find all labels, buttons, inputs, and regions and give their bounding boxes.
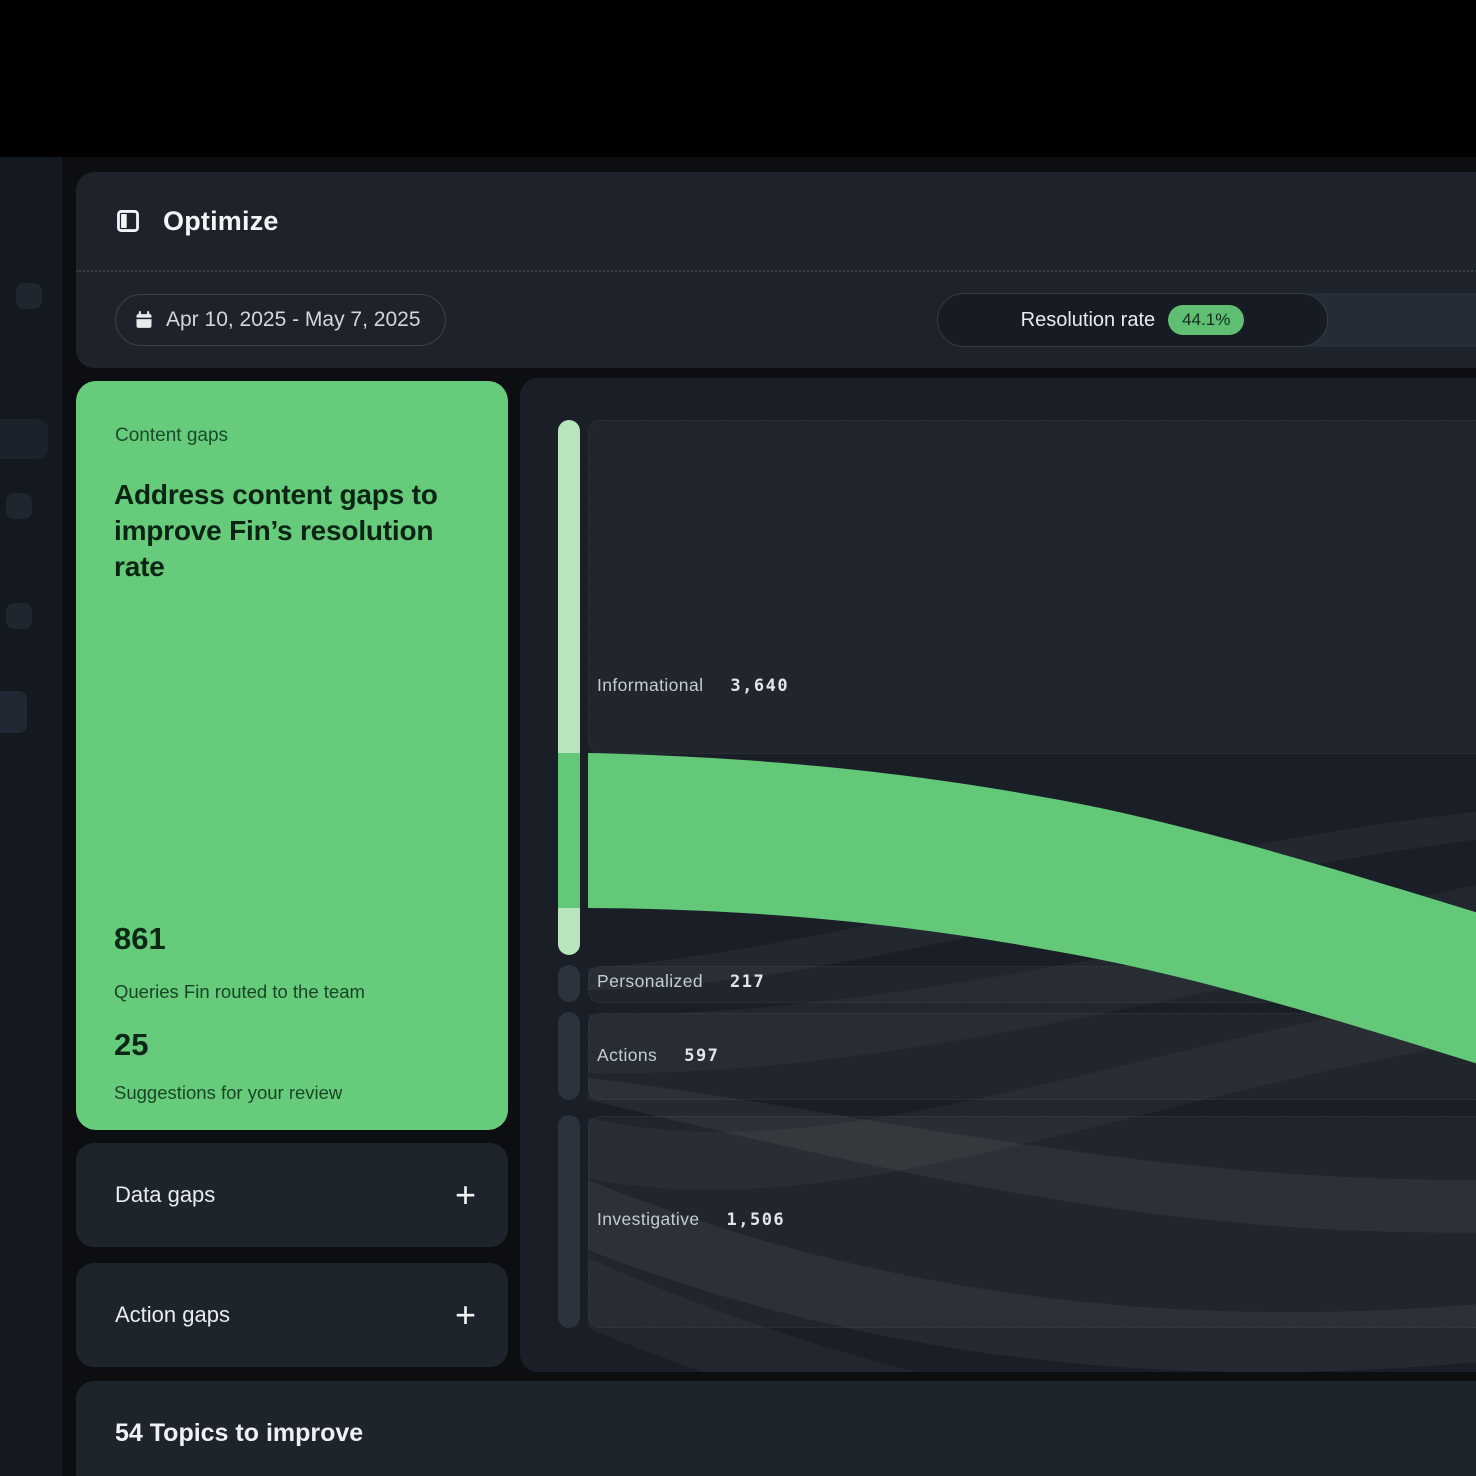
row-investigative[interactable] [588, 1116, 1476, 1328]
content-gaps-eyebrow: Content gaps [115, 425, 229, 446]
data-gaps-card[interactable]: Data gaps + [76, 1143, 508, 1247]
label-informational: Informational 3,640 [597, 675, 790, 696]
sidebar-rail [0, 157, 62, 1476]
row-actions[interactable] [588, 1013, 1476, 1100]
date-range-picker[interactable]: Apr 10, 2025 - May 7, 2025 [115, 294, 446, 346]
page-title: Optimize [163, 205, 279, 236]
header-divider [76, 270, 1476, 272]
resolution-rate-label: Resolution rate [1020, 308, 1156, 331]
label-actions: Actions 597 [597, 1045, 720, 1066]
row-informational[interactable] [588, 420, 1476, 754]
stat-suggestions-value: 25 [114, 1027, 149, 1062]
sidebar-icon-1[interactable] [16, 283, 42, 309]
sidebar-icon-2[interactable] [6, 493, 32, 519]
resolution-rate-toggle[interactable]: Resolution rate 44.1% [937, 293, 1328, 347]
stat-suggestions-caption: Suggestions for your review [114, 1082, 343, 1103]
action-gaps-label: Action gaps [115, 1302, 230, 1327]
topics-heading: 54 Topics to improve [115, 1419, 364, 1447]
content-gaps-heading: Address content gaps to improve Fin’s re… [114, 479, 438, 582]
stat-queries-routed-caption: Queries Fin routed to the team [114, 981, 365, 1002]
top-black-bar [0, 0, 1476, 157]
resolution-rate-badge: 44.1% [1168, 304, 1245, 336]
sankey-flows [588, 753, 1476, 1372]
node-informational-highlight [558, 753, 580, 908]
data-gaps-label: Data gaps [115, 1182, 216, 1207]
sankey-chart-panel: Informational 3,640 Personalized 217 Act… [520, 378, 1476, 1372]
optimize-header-card: Optimize Apr 10, 2025 - May 7, 2025 Reso… [76, 172, 1476, 368]
calendar-icon [134, 310, 154, 330]
node-personalized[interactable] [558, 965, 580, 1002]
label-investigative: Investigative 1,506 [597, 1209, 786, 1230]
sidebar-item-active[interactable] [0, 419, 48, 459]
date-range-text: Apr 10, 2025 - May 7, 2025 [166, 308, 421, 331]
content-gaps-card[interactable]: Content gaps Address content gaps to imp… [76, 381, 508, 1130]
expand-action-gaps-button[interactable]: + [455, 1263, 476, 1367]
informational-resolved-flow [588, 753, 1476, 1064]
stat-queries-routed-value: 861 [114, 921, 166, 956]
sidebar-icon-3[interactable] [6, 603, 32, 629]
row-personalized[interactable] [588, 966, 1476, 1003]
action-gaps-card[interactable]: Action gaps + [76, 1263, 508, 1367]
topics-to-improve-card[interactable]: 54 Topics to improve [76, 1381, 1476, 1476]
label-personalized: Personalized 217 [597, 971, 766, 992]
expand-data-gaps-button[interactable]: + [455, 1143, 476, 1247]
plus-icon: + [454, 1294, 476, 1335]
node-investigative[interactable] [558, 1115, 580, 1328]
sidebar-item-partial[interactable] [0, 691, 27, 733]
panel-layout-icon [115, 208, 141, 234]
plus-icon: + [454, 1174, 476, 1215]
node-actions[interactable] [558, 1012, 580, 1100]
